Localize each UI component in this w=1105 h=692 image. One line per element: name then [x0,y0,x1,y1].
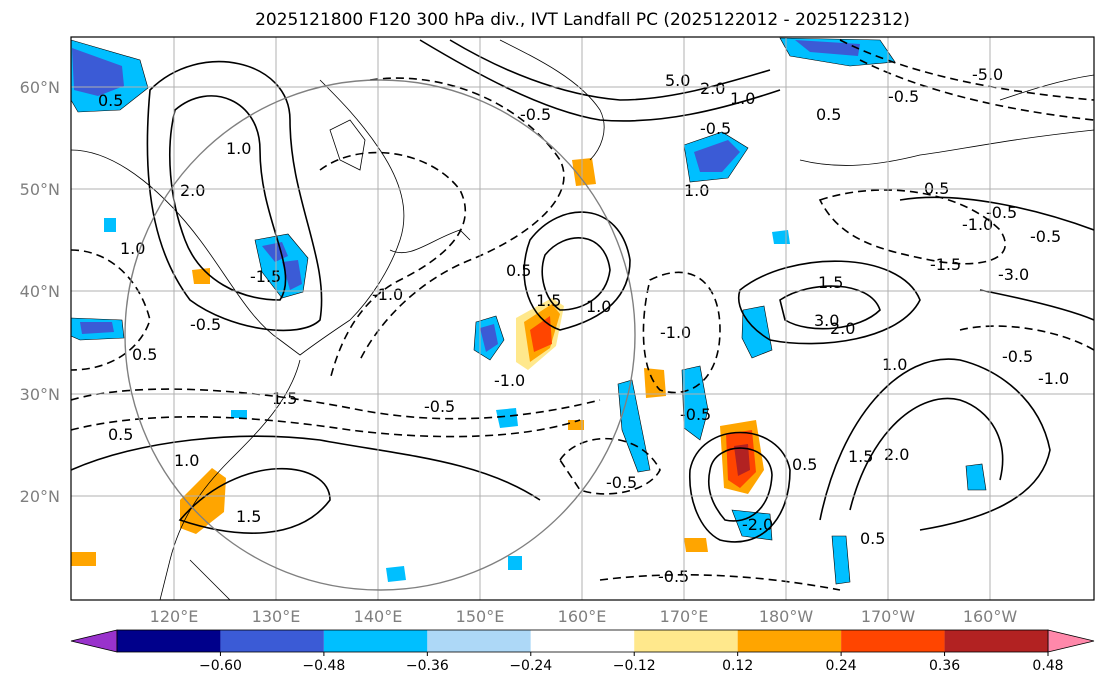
colorbar-tick-label: −0.48 [302,658,345,674]
contour-label: 2.0 [700,79,725,98]
contour-labels: 5.0 2.0 1.0 -0.5 1.0 0.5 -0.5 -5.0 0.5 -… [98,65,1069,586]
contour-label: 0.5 [816,105,841,124]
contour-label: -0.5 [190,315,221,334]
colorbar-segment [530,630,635,652]
colorbar-segment [117,630,221,652]
figure-title: 2025121800 F120 300 hPa div., IVT Landfa… [255,10,910,30]
latitude-labels: 20°N 30°N 40°N 50°N 60°N [20,78,60,506]
contour-label: -2.0 [742,515,773,534]
lon-label: 180°W [759,607,814,626]
contour-label: -0.5 [986,203,1017,222]
contour-label: -0.5 [1002,347,1033,366]
colorbar-tick-label: 0.24 [826,658,857,674]
contour-label: -0.5 [520,105,551,124]
colorbar-segment [220,630,324,652]
lat-label: 60°N [20,78,60,97]
lon-label: 170°E [660,607,709,626]
contour-label: -0.5 [606,473,637,492]
contour-label: 3.0 [814,311,839,330]
contour-label: 1.0 [586,297,611,316]
lon-label: 120°E [150,607,199,626]
colorbar-tick-label: −0.24 [509,658,552,674]
longitude-labels: 120°E 130°E 140°E 150°E 160°E 170°E 180°… [150,607,1018,626]
colorbar-max-arrow [1047,629,1095,653]
lat-label: 40°N [20,282,60,301]
contour-label: -1.5 [250,267,281,286]
colorbar-segment [323,630,428,652]
contour-label: -3.0 [998,265,1029,284]
lon-label: 160°W [963,607,1018,626]
contour-label: 1.5 [848,447,873,466]
contour-label: 1.5 [818,273,843,292]
divergence-shading [71,37,987,585]
ivt-contours [71,39,1094,543]
contour-label: 0.5 [792,455,817,474]
contour-label: -0.5 [1030,227,1061,246]
contour-label: -1.0 [962,215,993,234]
map-border [70,36,1095,601]
colorbar-segment [944,630,1048,652]
colorbar-tick-label: −0.60 [199,658,242,674]
lat-label: 30°N [20,385,60,404]
contour-label: 1.0 [120,239,145,258]
colorbar-tick-label: −0.36 [406,658,449,674]
contour-label: -1.0 [494,371,525,390]
lon-label: 130°E [252,607,301,626]
contour-label: 1.0 [174,451,199,470]
landfall-circle [124,79,636,591]
contour-label: 1.5 [236,507,261,526]
colorbar: −0.60 −0.48 −0.36 −0.24 −0.12 0.12 0.24 0.36 0.4… [70,629,1095,674]
contour-label: -0.5 [658,567,689,586]
lon-label: 140°E [354,607,403,626]
negative-contours [71,39,1094,591]
lon-label: 150°E [456,607,505,626]
colorbar-segment [841,630,945,652]
contour-label: -0.5 [424,397,455,416]
contour-label: 1.0 [882,355,907,374]
contour-label: 1.0 [226,139,251,158]
colorbar-min-arrow [70,629,118,653]
contour-label: -5.0 [972,65,1003,84]
colorbar-segment [737,630,842,652]
colorbar-tick-label: −0.12 [613,658,656,674]
contour-label: -1.0 [372,285,403,304]
contour-label: -1.0 [660,323,691,342]
contour-label: -1.0 [1038,369,1069,388]
lon-label: 160°E [558,607,607,626]
contour-label: 1.0 [730,89,755,108]
colorbar-segment [427,630,531,652]
contour-label: 0.5 [132,345,157,364]
contour-label: -0.5 [888,87,919,106]
colorbar-tick-label: 0.36 [929,658,960,674]
lon-label: 170°W [861,607,916,626]
contour-label: -1.5 [930,255,961,274]
contour-label: 2.0 [830,319,855,338]
contour-label: 0.5 [108,425,133,444]
graticule [71,37,1094,600]
contour-label: -0.5 [680,405,711,424]
contour-label: 2.0 [884,445,909,464]
contour-label: 1.0 [684,181,709,200]
contour-label: 2.0 [180,181,205,200]
colorbar-tick-label: 0.48 [1032,658,1063,674]
contour-label: 0.5 [506,261,531,280]
colorbar-outline [116,629,1049,653]
colorbar-segment [634,630,738,652]
contour-label: 0.5 [860,529,885,548]
contour-label: 1.5 [536,291,561,310]
contour-label: 0.5 [98,91,123,110]
lat-label: 50°N [20,180,60,199]
contour-label: -0.5 [700,119,731,138]
colorbar-tick-label: 0.12 [722,658,753,674]
lat-label: 20°N [20,487,60,506]
